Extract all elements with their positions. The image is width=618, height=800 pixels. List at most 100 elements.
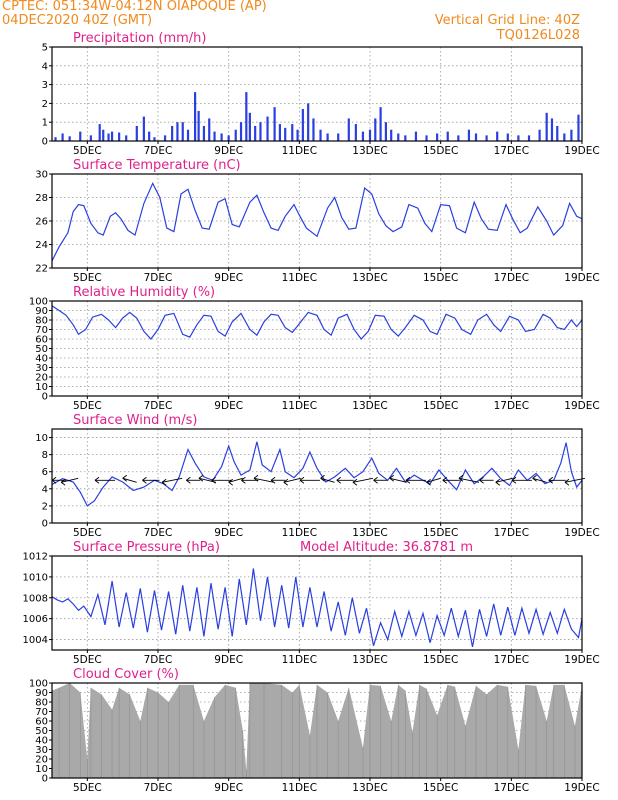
cloud-xtick-label: 17DEC (494, 782, 529, 794)
wind-vector-head (442, 476, 448, 484)
precip-bar (467, 129, 471, 141)
precip-bar (248, 112, 251, 141)
wind-vector-head (161, 478, 167, 486)
wind-ytick-label: 8 (42, 450, 48, 461)
wind-vector-head (283, 478, 289, 486)
cloud-xtick-label: 7DEC (144, 782, 173, 794)
pres-ytick-label: 1008 (23, 593, 48, 604)
pres-annotation: Model Altitude: 36.8781 m (300, 540, 473, 555)
wind-ytick-label: 10 (35, 433, 48, 444)
wind-vector-head (60, 478, 66, 486)
cloud-ytick-label: 60 (35, 717, 48, 728)
precip-bar (125, 135, 128, 141)
rh-ytick-label: 80 (35, 316, 48, 327)
precip-bar (545, 112, 548, 141)
precip-bar (98, 124, 101, 141)
rh-xtick-label: 19DEC (564, 400, 599, 412)
precip-ytick-label: 4 (42, 61, 48, 72)
precip-bar (506, 133, 509, 141)
precip-bar (496, 131, 499, 141)
precip-bar (254, 125, 257, 141)
precip-bar (266, 116, 269, 141)
precip-bar (202, 125, 206, 141)
temp-title: Surface Temperature (nC) (73, 158, 241, 173)
precip-bar (194, 92, 197, 141)
precip-ytick-label: 5 (42, 43, 48, 54)
precip-bar (135, 125, 138, 141)
pres-series-line (51, 568, 583, 648)
rh-ytick-label: 60 (35, 335, 48, 346)
precip-xtick-label: 11DEC (282, 145, 317, 157)
precip-bar (517, 135, 520, 141)
pres-ytick-label: 1012 (23, 552, 48, 563)
temp-xtick-label: 9DEC (214, 272, 243, 284)
wind-xtick-label: 13DEC (352, 527, 387, 539)
cloud-ytick-label: 80 (35, 698, 48, 709)
precip-bar (570, 129, 573, 141)
temp-ytick-label: 26 (35, 217, 48, 228)
pres-xtick-label: 5DEC (73, 654, 102, 666)
wind-xtick-label: 5DEC (73, 527, 102, 539)
pres-ytick-label: 1006 (23, 614, 48, 625)
cloud-xtick-label: 11DEC (282, 782, 317, 794)
precip-bar (312, 118, 315, 141)
precip-bar (577, 114, 580, 141)
precip-bar (457, 135, 460, 141)
rh-ytick-label: 50 (35, 344, 48, 355)
precip-bar (284, 127, 287, 141)
temp-ytick-label: 28 (35, 193, 48, 204)
rh-xtick-label: 15DEC (423, 400, 458, 412)
wind-xtick-label: 9DEC (214, 527, 243, 539)
wind-vector-head (94, 476, 100, 484)
temp-xtick-label: 19DEC (564, 272, 599, 284)
wind-vector-head (122, 474, 128, 482)
precip-bar (110, 131, 114, 141)
precip-bar (296, 129, 299, 141)
precip-bar (291, 124, 294, 141)
precip-title: Precipitation (mm/h) (73, 31, 206, 46)
precip-xtick-label: 7DEC (144, 145, 173, 157)
wind-ytick-label: 4 (42, 484, 48, 495)
precip-bar (485, 135, 488, 141)
wind-series-line (51, 441, 583, 507)
wind-vector (352, 477, 374, 483)
precip-bar (220, 133, 223, 141)
precip-bar (425, 135, 428, 141)
precip-bar (208, 118, 211, 141)
cloud-title: Cloud Cover (%) (73, 667, 179, 682)
precip-bar (319, 129, 322, 141)
temp-xtick-label: 17DEC (494, 272, 529, 284)
cloud-xtick-label: 9DEC (214, 782, 243, 794)
wind-vector-head (241, 476, 246, 484)
temp-xtick-label: 7DEC (144, 272, 173, 284)
pres-xtick-label: 15DEC (423, 654, 458, 666)
wind-vector-head (186, 476, 191, 484)
precip-bar (213, 131, 216, 141)
wind-vector-head (532, 474, 537, 482)
precip-bar (361, 131, 365, 141)
wind-xtick-label: 11DEC (282, 527, 317, 539)
cloud-ytick-label: 50 (35, 726, 48, 737)
pres-xtick-label: 17DEC (494, 654, 529, 666)
cloud-xtick-label: 15DEC (423, 782, 458, 794)
wind-vector (162, 477, 183, 483)
pres-xtick-label: 7DEC (144, 654, 173, 666)
wind-vector-head (228, 478, 234, 486)
precip-bar (245, 92, 248, 141)
rh-ytick-label: 0 (42, 392, 48, 403)
precip-bar (278, 124, 281, 141)
rh-xtick-label: 7DEC (144, 400, 173, 412)
rh-title: Relative Humidity (%) (73, 285, 215, 300)
wind-vector-head (479, 476, 484, 484)
precip-xtick-label: 17DEC (494, 145, 529, 157)
precip-xtick-label: 9DEC (214, 145, 243, 157)
rh-ytick-label: 40 (35, 354, 48, 365)
wind-vector-head (511, 476, 517, 484)
wind-vector-head (373, 476, 378, 484)
precip-ytick-label: 1 (42, 118, 48, 129)
station-line: CPTEC: 051:34W-04:12N OIAPOQUE (AP) (2, 0, 267, 14)
precip-bar (107, 133, 110, 141)
cloud-ytick-label: 0 (42, 774, 48, 785)
wind-vector (389, 477, 407, 483)
precip-bar (337, 133, 340, 141)
